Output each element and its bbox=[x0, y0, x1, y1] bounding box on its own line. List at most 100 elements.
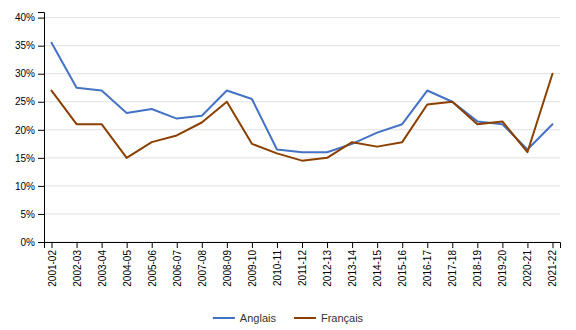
chart-svg: 0%5%10%15%20%25%30%35%40%2001-022002-032… bbox=[0, 0, 576, 330]
x-tick: 2018-19 bbox=[472, 242, 483, 287]
y-tick-label: 35% bbox=[15, 40, 35, 51]
grid-line bbox=[44, 185, 560, 186]
y-tick: 30% bbox=[15, 68, 44, 79]
y-tick-mark bbox=[38, 18, 44, 19]
grid-line bbox=[44, 45, 560, 46]
x-tick-label: 2018-19 bbox=[472, 250, 483, 287]
x-tick-mark bbox=[202, 242, 203, 248]
legend-item: Français bbox=[294, 312, 364, 324]
x-tick: 2002-03 bbox=[72, 242, 83, 287]
x-tick-mark bbox=[102, 242, 103, 248]
x-tick: 2012-13 bbox=[322, 242, 333, 287]
y-axis: 0% 5% 10% 15% 20% 25% 30% 35% 40% bbox=[15, 12, 45, 247]
legend-item: Anglais bbox=[213, 312, 277, 324]
x-tick-mark bbox=[477, 242, 478, 248]
x-tick-label: 2003-04 bbox=[97, 250, 108, 287]
x-tick-label: 2016-17 bbox=[422, 250, 433, 287]
x-tick-mark bbox=[327, 242, 328, 248]
x-tick-label: 2007-08 bbox=[197, 250, 208, 287]
chart-container: 0%5%10%15%20%25%30%35%40%2001-022002-032… bbox=[0, 0, 576, 330]
x-tick: 2013-14 bbox=[347, 242, 358, 287]
y-tick: 0% bbox=[21, 237, 44, 248]
x-tick-label: 2015-16 bbox=[397, 250, 408, 287]
grid-line bbox=[44, 73, 560, 74]
x-tick-label: 2004-05 bbox=[122, 250, 133, 287]
legend-label: Français bbox=[321, 312, 364, 324]
series-line bbox=[52, 43, 553, 152]
x-tick-mark bbox=[252, 242, 253, 248]
y-tick-mark bbox=[38, 186, 44, 187]
legend-label: Anglais bbox=[240, 312, 277, 324]
x-tick-label: 2021-22 bbox=[547, 250, 558, 287]
y-tick-mark bbox=[38, 130, 44, 131]
grid-line bbox=[44, 213, 560, 214]
grid-line bbox=[44, 157, 560, 158]
x-tick-label: 2011-12 bbox=[297, 250, 308, 286]
x-tick-label: 2005-06 bbox=[147, 250, 158, 287]
y-tick-label: 20% bbox=[15, 125, 35, 136]
x-tick-mark bbox=[227, 242, 228, 248]
x-tick: 2015-16 bbox=[397, 242, 408, 287]
y-tick: 40% bbox=[15, 12, 44, 23]
x-tick: 2010-11 bbox=[272, 242, 283, 286]
y-tick-label: 40% bbox=[15, 12, 35, 23]
legend: Anglais Français bbox=[213, 312, 364, 324]
x-tick-label: 2001-02 bbox=[47, 250, 58, 287]
x-tick: 2001-02 bbox=[47, 242, 58, 287]
y-tick: 20% bbox=[15, 125, 44, 136]
x-tick-mark bbox=[302, 242, 303, 248]
x-tick-label: 2010-11 bbox=[272, 250, 283, 286]
x-tick-mark bbox=[452, 242, 453, 248]
x-tick: 2006-07 bbox=[172, 242, 183, 287]
x-tick: 2003-04 bbox=[97, 242, 108, 287]
y-tick: 15% bbox=[15, 153, 44, 164]
x-tick-mark bbox=[377, 242, 378, 248]
x-tick: 2021-22 bbox=[547, 242, 558, 287]
x-tick: 2008-09 bbox=[222, 242, 233, 287]
legend-swatch bbox=[294, 317, 316, 319]
y-tick-mark bbox=[38, 102, 44, 103]
x-tick-mark bbox=[177, 242, 178, 248]
y-tick-mark bbox=[38, 214, 44, 215]
x-tick-label: 2006-07 bbox=[172, 250, 183, 287]
y-tick-mark bbox=[38, 74, 44, 75]
x-tick-mark bbox=[552, 242, 553, 248]
x-tick: 2017-18 bbox=[447, 242, 458, 287]
y-tick-mark bbox=[38, 158, 44, 159]
x-tick-label: 2017-18 bbox=[447, 250, 458, 287]
x-tick-label: 2008-09 bbox=[222, 250, 233, 287]
y-tick: 5% bbox=[21, 209, 44, 220]
y-tick-mark bbox=[38, 46, 44, 47]
y-tick-mark bbox=[38, 242, 44, 243]
x-tick: 2011-12 bbox=[297, 242, 308, 286]
x-tick: 2016-17 bbox=[422, 242, 433, 287]
x-tick: 2005-06 bbox=[147, 242, 158, 287]
grid-line bbox=[44, 101, 560, 102]
x-tick: 2020-21 bbox=[522, 242, 533, 287]
y-tick: 35% bbox=[15, 40, 44, 51]
x-tick-mark bbox=[502, 242, 503, 248]
grid-line bbox=[44, 129, 560, 130]
y-axis-line bbox=[38, 13, 45, 243]
grid-line bbox=[44, 17, 560, 18]
x-tick: 2019-20 bbox=[497, 242, 508, 287]
x-tick-mark bbox=[52, 242, 53, 248]
x-tick-label: 2020-21 bbox=[522, 250, 533, 287]
y-tick-label: 10% bbox=[15, 181, 35, 192]
x-tick-mark bbox=[152, 242, 153, 248]
x-axis-line bbox=[45, 243, 561, 249]
y-tick-label: 15% bbox=[15, 153, 35, 164]
y-tick-label: 5% bbox=[21, 209, 36, 220]
x-tick-mark bbox=[427, 242, 428, 248]
x-tick-mark bbox=[77, 242, 78, 248]
legend-swatch bbox=[213, 317, 235, 319]
x-tick: 2009-10 bbox=[247, 242, 258, 287]
x-tick-mark bbox=[127, 242, 128, 248]
x-tick-mark bbox=[527, 242, 528, 248]
x-tick: 2004-05 bbox=[122, 242, 133, 287]
x-tick: 2014-15 bbox=[372, 242, 383, 287]
y-tick-label: 30% bbox=[15, 68, 35, 79]
x-axis: 2001-02 2002-03 2003-04 2004-05 2005-06 2006-… bbox=[45, 242, 561, 287]
y-tick-label: 25% bbox=[15, 96, 35, 107]
x-tick-label: 2009-10 bbox=[247, 250, 258, 287]
